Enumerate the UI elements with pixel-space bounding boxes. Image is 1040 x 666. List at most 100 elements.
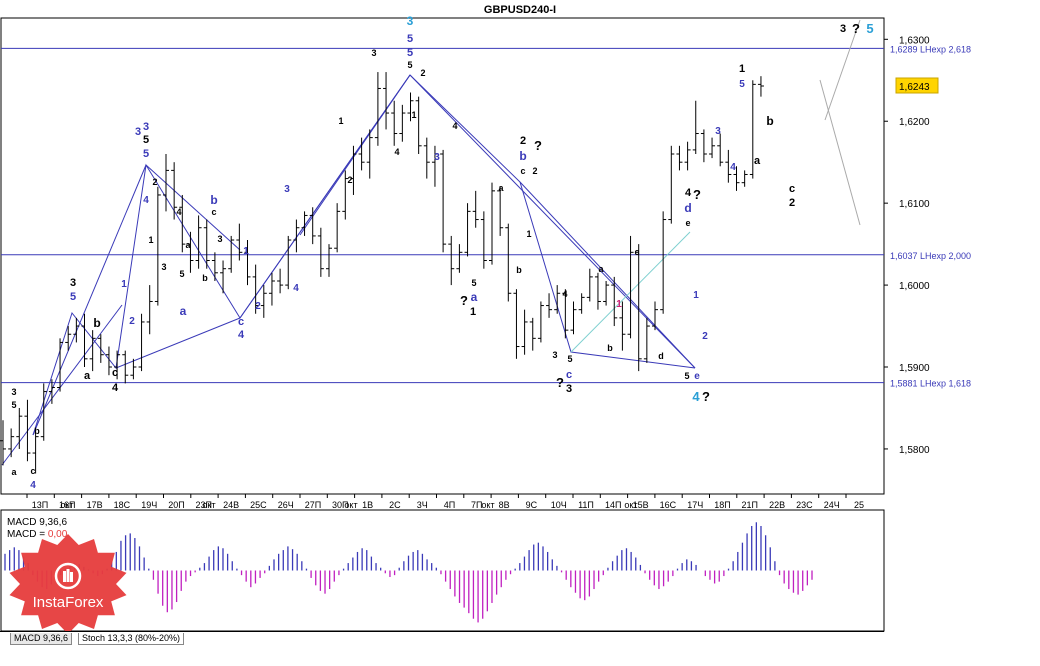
wave-label-68: 1 (616, 299, 622, 310)
wave-label-35: c (238, 316, 244, 328)
ohlc-bar-78 (635, 244, 642, 372)
price-bars (0, 72, 764, 474)
wave-label-69: c (634, 247, 639, 257)
ohlc-bar-17 (138, 313, 145, 372)
wave-label-61: 3 (552, 350, 557, 360)
ohlc-bar-43 (350, 145, 357, 195)
wave-label-53: a (498, 183, 504, 193)
wave-label-65: 3 (566, 383, 572, 395)
ohlc-bar-76 (619, 301, 626, 351)
ohlc-bar-35 (285, 235, 292, 290)
ohlc-bar-84 (684, 141, 691, 171)
ohlc-bar-77 (627, 235, 634, 339)
wave-label-58: a (471, 290, 478, 304)
channel-line-3 (145, 164, 241, 251)
x-tick-label-17: 8В (499, 500, 510, 510)
macd-value-prefix: MACD = (7, 529, 48, 540)
wave-label-34: 1 (243, 246, 249, 257)
ohlc-bar-28 (228, 235, 235, 273)
channel-line-9 (819, 79, 861, 226)
wave-label-63: c (566, 369, 572, 381)
ohlc-bar-64 (521, 309, 528, 355)
wave-label-32: c (211, 207, 216, 217)
wave-label-44: 4 (30, 480, 36, 491)
wave-label-54: 1 (526, 229, 531, 239)
x-tick-label-11: 30П (332, 500, 348, 510)
ohlc-bar-91 (741, 170, 748, 187)
ohlc-bar-85 (692, 100, 699, 154)
macd-label: MACD 9,36,6 (7, 517, 67, 528)
wave-label-20: 5 (143, 134, 149, 146)
ohlc-bar-26 (211, 252, 218, 281)
x-tick-label-13: 2С (389, 500, 401, 510)
wave-label-4: 3 (371, 48, 376, 58)
wave-label-52: 2 (532, 166, 537, 176)
chart-title: GBPUSD240-I (484, 4, 556, 16)
tab-stoch[interactable]: Stoch 13,3,3 (80%-20%) (78, 633, 185, 645)
ohlc-bar-55 (448, 235, 455, 286)
x-tick-label-3: 18С (114, 500, 131, 510)
instaforex-logo: InstaForex (9, 534, 127, 634)
price-axis: 1,6300 1,6200 1,6100 1,6000 1,5900 1,5800 1,62… (884, 35, 939, 456)
ohlc-bar-68 (554, 285, 561, 314)
wave-label-84: 5 (739, 79, 745, 90)
wave-label-25: 4 (176, 207, 181, 217)
x-month-label-3: окт (481, 500, 494, 510)
x-tick-label-4: 19Ч (141, 500, 157, 510)
ohlc-bar-23 (187, 231, 194, 273)
x-tick-label-19: 10Ч (551, 500, 567, 510)
wave-label-30: b (202, 273, 208, 283)
ohlc-bar-59 (480, 211, 487, 269)
x-tick-label-0: 13П (32, 500, 48, 510)
ohlc-bar-15 (122, 350, 129, 384)
wave-label-11: 3 (434, 152, 440, 163)
ohlc-bar-24 (195, 215, 202, 269)
ohlc-bar-46 (374, 72, 381, 146)
wave-label-59: 1 (470, 306, 476, 318)
ohlc-bar-18 (146, 285, 153, 335)
wave-label-39: 4 (293, 283, 299, 294)
wave-label-81: 3 (715, 126, 721, 137)
ohlc-bar-70 (570, 301, 577, 335)
wave-label-17: 4 (112, 382, 119, 394)
ohlc-bar-40 (326, 244, 332, 277)
ohlc-bar-27 (220, 260, 227, 294)
ohlc-bar-62 (505, 223, 512, 302)
ohlc-bar-22 (179, 194, 186, 253)
tab-macd[interactable]: MACD 9,36,6 (10, 633, 73, 645)
ohlc-bar-69 (562, 289, 569, 339)
wave-label-42: a (11, 467, 17, 477)
ohlc-bar-83 (676, 145, 683, 171)
wave-label-8: 2 (347, 175, 352, 185)
ohlc-bar-90 (733, 166, 740, 191)
wave-label-80: ? (702, 389, 710, 404)
x-tick-label-12: 1В (362, 500, 373, 510)
wave-label-70: d (658, 351, 664, 361)
ohlc-bar-61 (497, 186, 504, 236)
wave-label-31: b (210, 193, 217, 207)
ohlc-bar-14 (114, 350, 121, 380)
ohlc-bar-2 (16, 407, 23, 449)
wave-label-85: a (754, 155, 761, 167)
ohlc-bar-71 (578, 293, 585, 314)
wave-label-0: 3 (407, 14, 414, 28)
ohlc-bar-73 (594, 272, 601, 310)
macd-panel (4, 522, 813, 623)
wave-label-73: ? (693, 187, 701, 202)
channel-line-6 (409, 74, 696, 369)
wave-label-91: 5 (866, 21, 873, 36)
ohlc-bar-87 (709, 137, 716, 159)
wave-label-40: 3 (11, 387, 16, 397)
ohlc-bar-57 (464, 203, 471, 257)
wave-label-18: 3 (135, 126, 141, 138)
x-tick-label-25: 18П (714, 500, 730, 510)
wave-label-75: 1 (693, 290, 699, 301)
ohlc-bar-63 (513, 289, 520, 359)
wave-label-27: 3 (161, 262, 166, 272)
x-tick-label-26: 21П (742, 500, 758, 510)
x-month-label-2: окт (344, 500, 357, 510)
channel-line-10 (824, 19, 861, 121)
x-tick-label-29: 24Ч (824, 500, 840, 510)
ohlc-bar-11 (89, 330, 96, 372)
